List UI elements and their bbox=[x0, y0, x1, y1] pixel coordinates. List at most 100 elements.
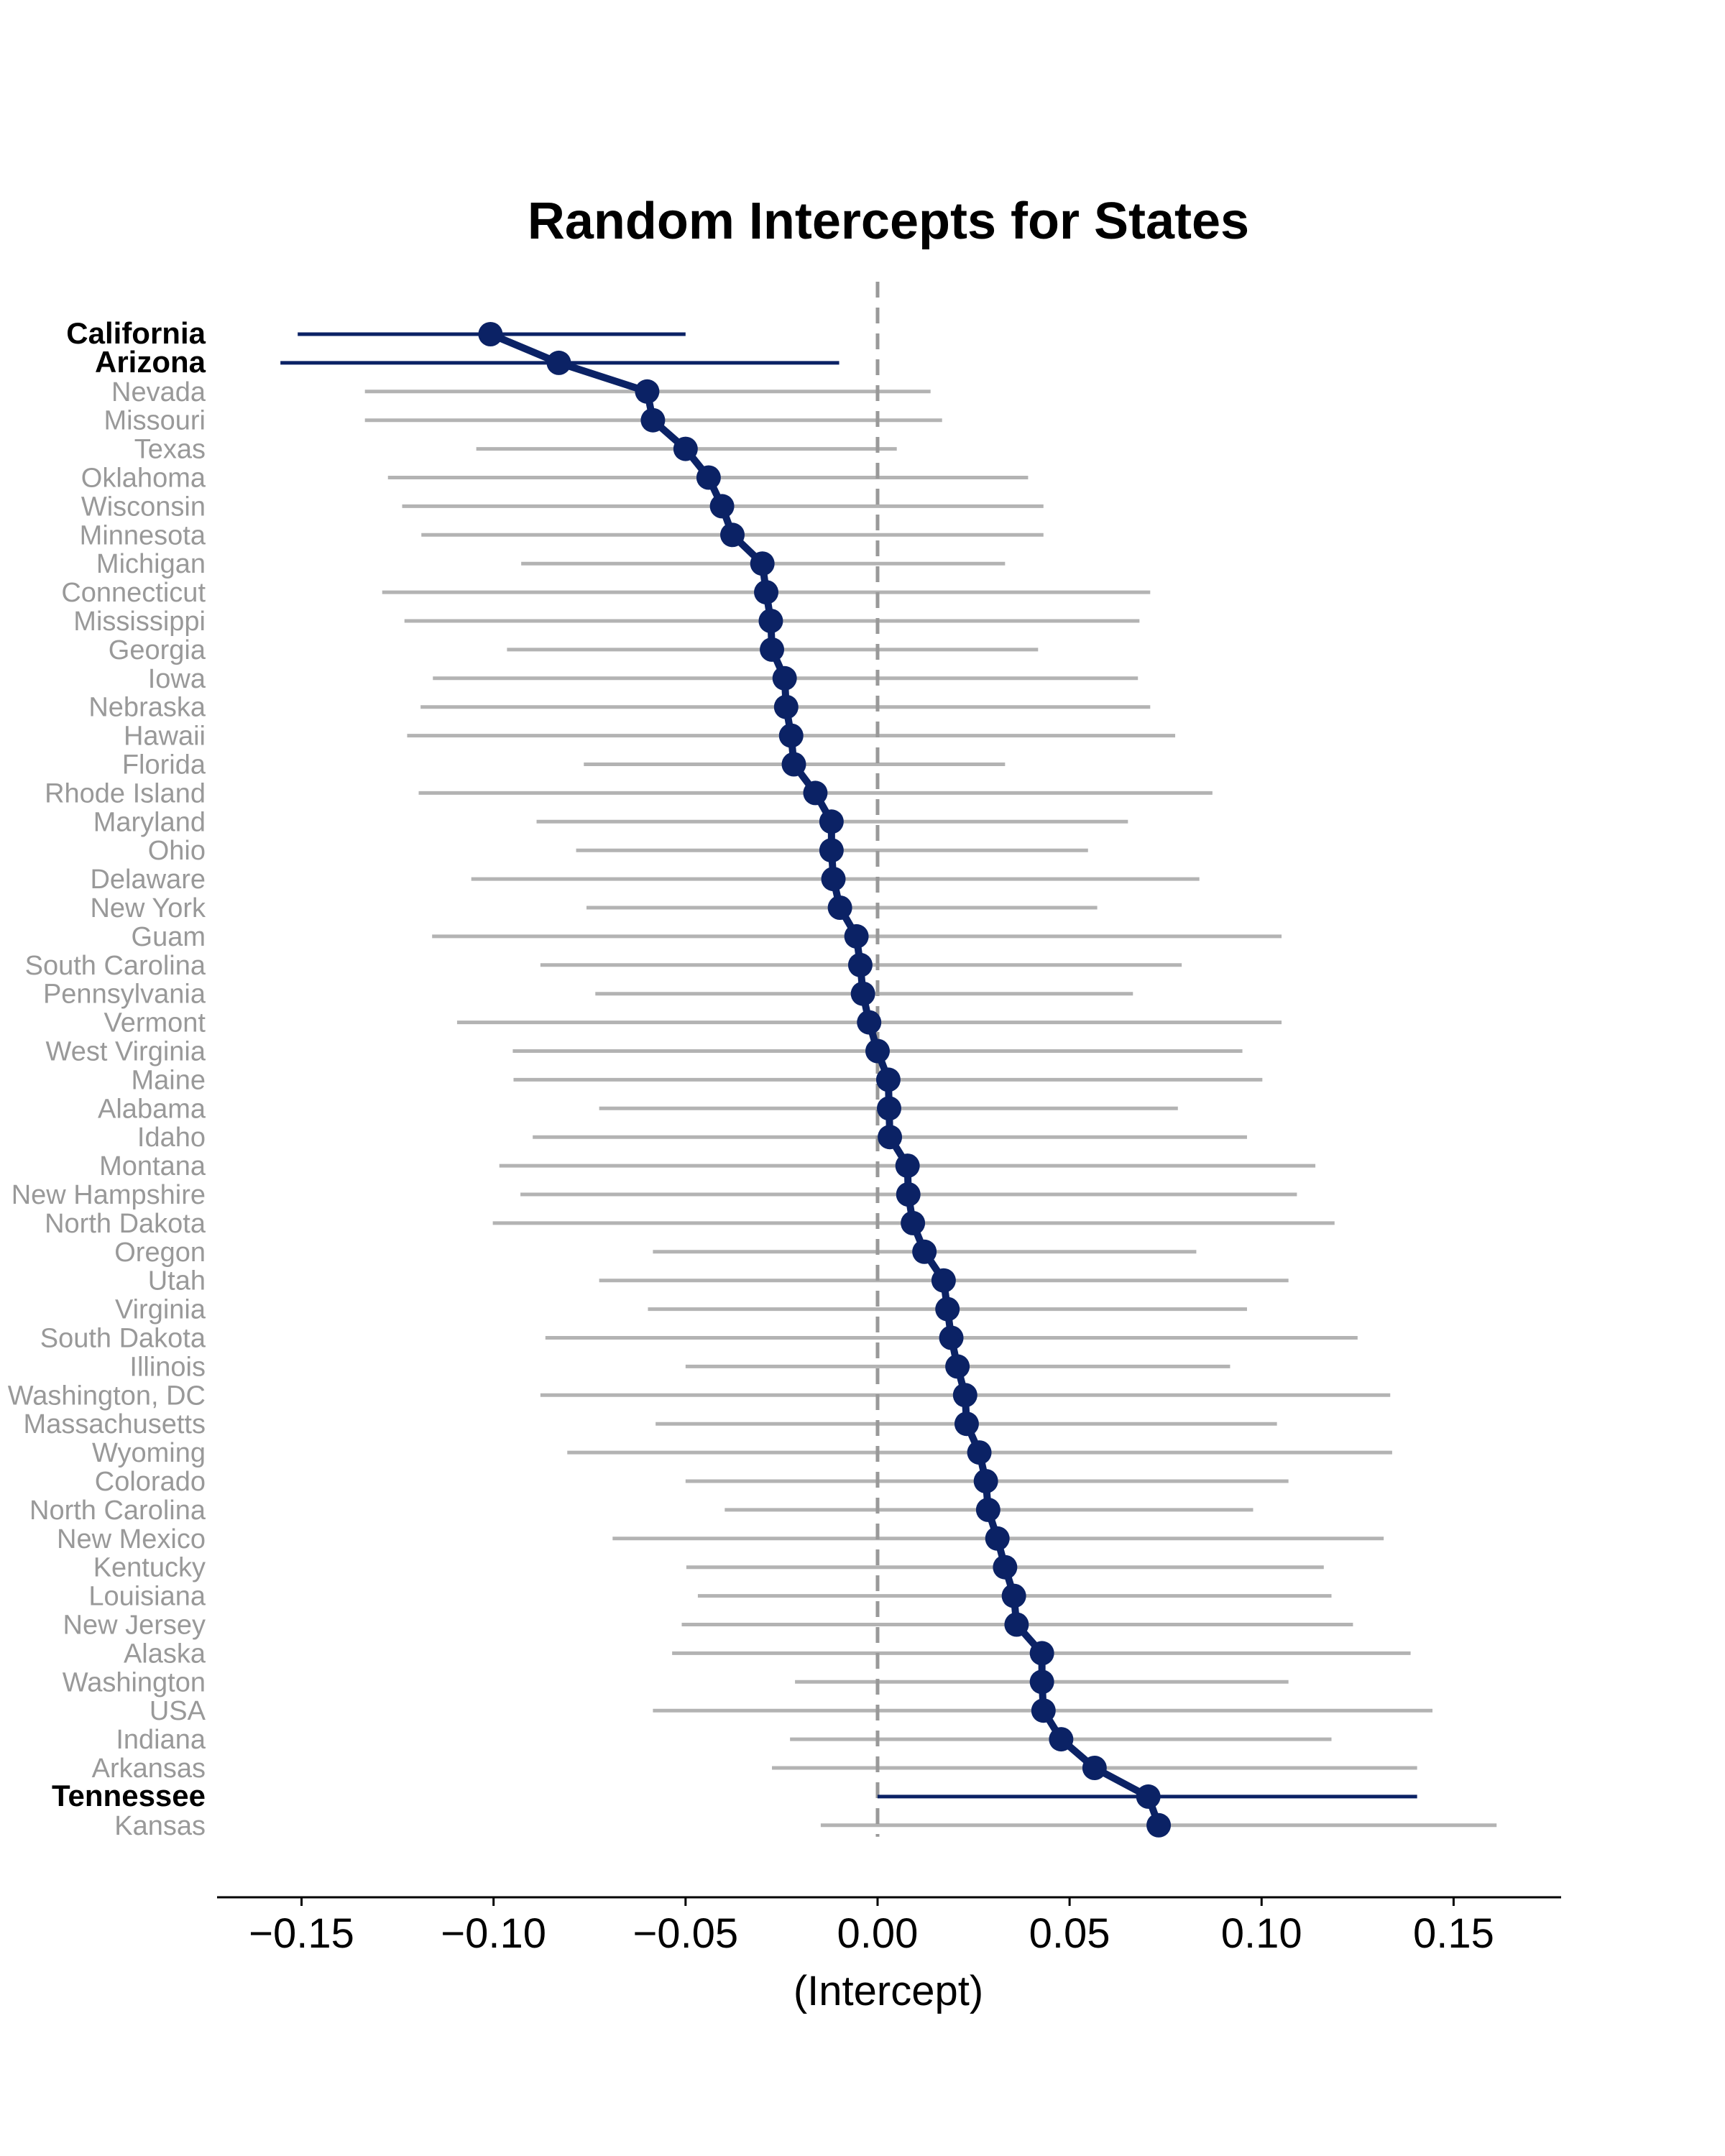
point-kentucky bbox=[993, 1554, 1018, 1580]
state-label-guam: Guam bbox=[132, 922, 206, 952]
point-washington bbox=[1029, 1669, 1054, 1695]
chart-title: Random Intercepts for States bbox=[528, 193, 1249, 250]
state-label-massachusetts: Massachusetts bbox=[24, 1409, 206, 1439]
state-label-washington-dc: Washington, DC bbox=[8, 1381, 206, 1411]
point-louisiana bbox=[1001, 1583, 1026, 1608]
interval-layer bbox=[364, 390, 1497, 1828]
state-label-alaska: Alaska bbox=[124, 1639, 206, 1669]
state-label-kentucky: Kentucky bbox=[93, 1553, 206, 1583]
state-label-new-jersey: New Jersey bbox=[63, 1611, 206, 1641]
x-tick-label: 0.10 bbox=[1221, 1910, 1302, 1957]
state-label-kansas: Kansas bbox=[114, 1811, 206, 1841]
point-pennsylvania bbox=[850, 981, 875, 1006]
point-nebraska bbox=[773, 694, 799, 719]
point-hawaii bbox=[778, 723, 804, 748]
x-tick-label: −0.05 bbox=[632, 1910, 738, 1957]
point-oregon bbox=[912, 1239, 937, 1264]
state-label-utah: Utah bbox=[148, 1266, 206, 1296]
point-indiana bbox=[1049, 1727, 1074, 1752]
state-label-california: California bbox=[66, 316, 206, 350]
state-label-louisiana: Louisiana bbox=[88, 1582, 206, 1612]
point-colorado bbox=[973, 1469, 998, 1493]
point-connecticut bbox=[754, 580, 779, 605]
state-label-ohio: Ohio bbox=[148, 836, 206, 866]
point-west-virginia bbox=[865, 1038, 890, 1064]
state-label-rhode-island: Rhode Island bbox=[45, 778, 206, 808]
state-label-maryland: Maryland bbox=[93, 807, 206, 837]
point-maryland bbox=[819, 809, 844, 834]
state-label-nevada: Nevada bbox=[111, 377, 206, 407]
state-label-delaware: Delaware bbox=[90, 865, 206, 895]
state-label-north-carolina: North Carolina bbox=[29, 1496, 206, 1526]
point-rhode-island bbox=[803, 780, 828, 806]
state-label-oklahoma: Oklahoma bbox=[81, 464, 206, 494]
point-south-dakota bbox=[939, 1325, 964, 1350]
state-label-new-hampshire: New Hampshire bbox=[12, 1180, 206, 1210]
state-label-minnesota: Minnesota bbox=[80, 520, 206, 550]
x-tick-label: 0.00 bbox=[837, 1910, 919, 1957]
state-label-montana: Montana bbox=[99, 1151, 206, 1181]
state-label-colorado: Colorado bbox=[95, 1467, 206, 1497]
x-tick-label: −0.10 bbox=[441, 1910, 546, 1957]
state-label-usa: USA bbox=[150, 1696, 206, 1726]
state-label-indiana: Indiana bbox=[116, 1725, 206, 1755]
state-label-idaho: Idaho bbox=[137, 1123, 206, 1153]
point-maine bbox=[875, 1067, 901, 1092]
point-south-carolina bbox=[847, 952, 873, 977]
point-idaho bbox=[878, 1125, 903, 1150]
state-label-illinois: Illinois bbox=[129, 1352, 206, 1382]
x-axis-label: (Intercept) bbox=[794, 1968, 983, 2014]
point-nevada bbox=[635, 379, 660, 404]
state-label-texas: Texas bbox=[134, 435, 206, 465]
highlight-interval-layer bbox=[280, 332, 1417, 1799]
state-label-arizona: Arizona bbox=[95, 345, 206, 379]
state-label-pennsylvania: Pennsylvania bbox=[43, 980, 206, 1010]
state-label-arkansas: Arkansas bbox=[92, 1754, 206, 1784]
state-label-alabama: Alabama bbox=[98, 1094, 206, 1124]
point-layer bbox=[478, 322, 1172, 1838]
point-virginia bbox=[935, 1296, 960, 1322]
point-washington-dc bbox=[952, 1383, 978, 1408]
state-label-oregon: Oregon bbox=[114, 1238, 206, 1268]
point-minnesota bbox=[720, 522, 745, 548]
point-new-jersey bbox=[1004, 1612, 1029, 1637]
point-georgia bbox=[760, 637, 785, 662]
point-kansas bbox=[1146, 1812, 1172, 1838]
x-tick-label: 0.05 bbox=[1029, 1910, 1110, 1957]
state-label-nebraska: Nebraska bbox=[88, 693, 206, 723]
state-label-south-dakota: South Dakota bbox=[40, 1324, 206, 1354]
state-label-iowa: Iowa bbox=[148, 664, 206, 694]
state-label-layer: CaliforniaArizonaNevadaMissouriTexasOkla… bbox=[8, 316, 206, 1841]
point-delaware bbox=[821, 867, 846, 892]
point-new-hampshire bbox=[896, 1182, 921, 1207]
point-vermont bbox=[857, 1010, 882, 1035]
point-new-york bbox=[827, 895, 852, 920]
point-florida bbox=[781, 752, 806, 777]
state-label-new-york: New York bbox=[90, 893, 206, 923]
state-label-connecticut: Connecticut bbox=[61, 578, 206, 608]
point-michigan bbox=[750, 551, 775, 576]
x-axis-ticks: −0.15 −0.10 −0.05 0.00 0.05 0.10 0.15 bbox=[249, 1897, 1494, 1957]
point-wyoming bbox=[967, 1440, 992, 1465]
state-label-south-carolina: South Carolina bbox=[25, 951, 206, 981]
state-label-maine: Maine bbox=[132, 1065, 206, 1095]
point-illinois bbox=[945, 1354, 970, 1379]
state-label-west-virginia: West Virginia bbox=[46, 1037, 206, 1067]
state-label-florida: Florida bbox=[122, 750, 206, 780]
point-alaska bbox=[1029, 1641, 1054, 1666]
point-missouri bbox=[640, 407, 666, 433]
point-usa bbox=[1031, 1698, 1056, 1723]
point-new-mexico bbox=[985, 1526, 1010, 1551]
state-label-michigan: Michigan bbox=[96, 549, 206, 579]
point-utah bbox=[931, 1268, 956, 1293]
point-california bbox=[478, 322, 503, 346]
point-mississippi bbox=[758, 609, 783, 633]
point-guam bbox=[844, 923, 869, 949]
state-label-wyoming: Wyoming bbox=[92, 1438, 206, 1468]
point-arizona bbox=[546, 350, 571, 375]
x-tick-label: 0.15 bbox=[1413, 1910, 1494, 1957]
x-tick-label: −0.15 bbox=[249, 1910, 354, 1957]
state-label-new-mexico: New Mexico bbox=[57, 1524, 206, 1554]
state-label-hawaii: Hawaii bbox=[124, 722, 206, 752]
